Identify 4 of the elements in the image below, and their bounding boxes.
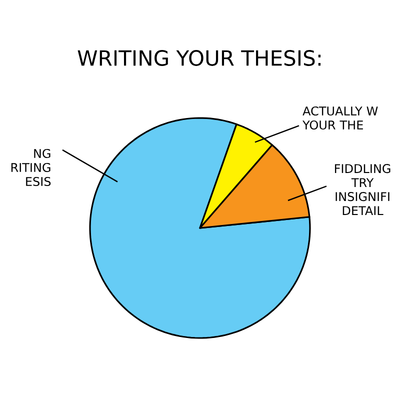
slice-label: ACTUALLY W YOUR THE: [302, 106, 378, 130]
chart-title: WRITING YOUR THESIS:: [78, 50, 321, 66]
slice-label: FIDDLING TRY INSIGNIFI DETAIL: [334, 164, 390, 215]
slice-label: NG RITING ESIS: [11, 148, 51, 186]
